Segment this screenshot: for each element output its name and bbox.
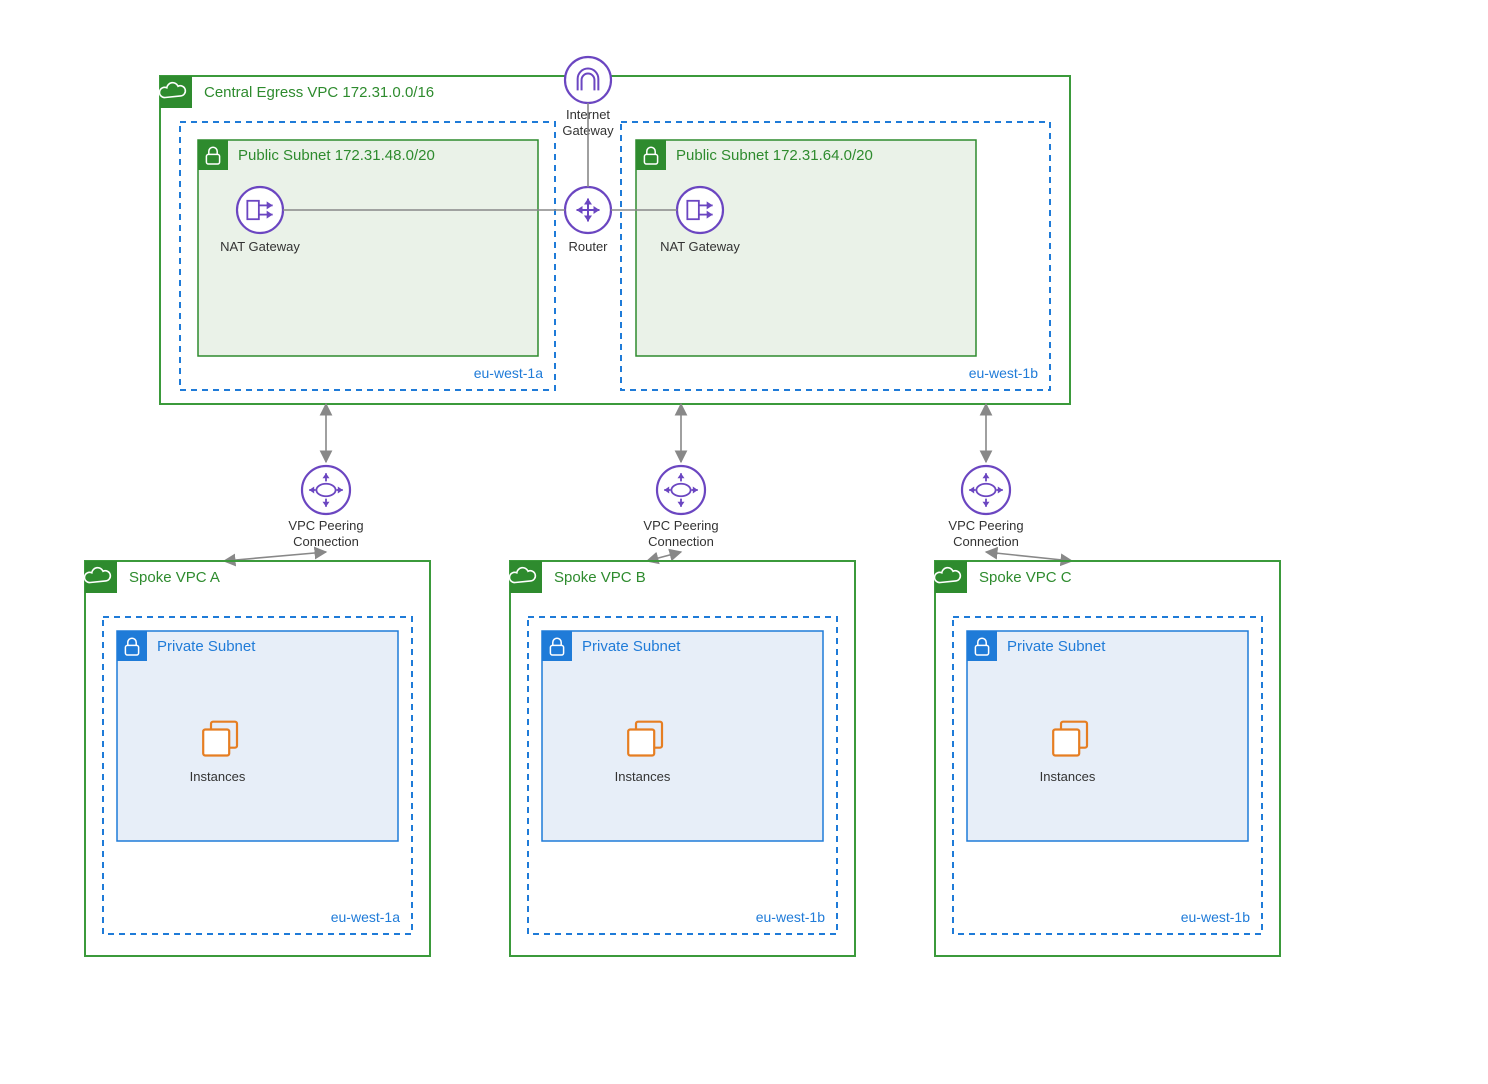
vpc-peering-icon: VPC PeeringConnection	[643, 466, 718, 549]
public-subnet-title: Public Subnet 172.31.48.0/20	[238, 147, 435, 164]
az-label: eu-west-1a	[474, 365, 543, 381]
lock-badge-icon	[636, 140, 666, 170]
spoke-vpc-title: Spoke VPC A	[129, 569, 220, 586]
svg-text:VPC Peering: VPC Peering	[288, 518, 363, 533]
svg-text:Connection: Connection	[648, 534, 714, 549]
lock-badge-icon	[542, 631, 572, 661]
public-subnet-title: Public Subnet 172.31.64.0/20	[676, 147, 873, 164]
lock-badge-icon	[198, 140, 228, 170]
az-label: eu-west-1b	[1181, 909, 1250, 925]
lock-badge-icon	[967, 631, 997, 661]
svg-text:Router: Router	[568, 239, 608, 254]
instances-label: Instances	[190, 769, 246, 784]
cloud-badge-icon	[160, 76, 192, 108]
az-label: eu-west-1b	[756, 909, 825, 925]
spoke-vpc: Spoke VPC B eu-west-1b Private Subnet Insta…	[510, 561, 855, 956]
svg-text:VPC Peering: VPC Peering	[948, 518, 1023, 533]
router-icon: Router	[565, 187, 611, 254]
private-subnet-title: Private Subnet	[157, 638, 256, 655]
az-label: eu-west-1b	[969, 365, 1038, 381]
svg-text:Connection: Connection	[293, 534, 359, 549]
instances-label: Instances	[1040, 769, 1096, 784]
spoke-vpc-title: Spoke VPC C	[979, 569, 1072, 586]
private-subnet-title: Private Subnet	[582, 638, 681, 655]
cloud-badge-icon	[510, 561, 542, 593]
spoke-vpc-title: Spoke VPC B	[554, 569, 646, 586]
cloud-badge-icon	[85, 561, 117, 593]
spoke-vpc: Spoke VPC C eu-west-1b Private Subnet Insta…	[935, 561, 1280, 956]
private-subnet-title: Private Subnet	[1007, 638, 1106, 655]
svg-text:Connection: Connection	[953, 534, 1019, 549]
az-label: eu-west-1a	[331, 909, 400, 925]
instances-label: Instances	[615, 769, 671, 784]
lock-badge-icon	[117, 631, 147, 661]
vpc-peering-icon: VPC PeeringConnection	[948, 466, 1023, 549]
svg-text:VPC Peering: VPC Peering	[643, 518, 718, 533]
cloud-badge-icon	[935, 561, 967, 593]
svg-text:NAT Gateway: NAT Gateway	[220, 239, 300, 254]
vpc-peering-icon: VPC PeeringConnection	[288, 466, 363, 549]
spoke-vpc: Spoke VPC A eu-west-1a Private Subnet Insta…	[85, 561, 430, 956]
central-vpc-title: Central Egress VPC 172.31.0.0/16	[204, 84, 434, 101]
svg-text:NAT Gateway: NAT Gateway	[660, 239, 740, 254]
